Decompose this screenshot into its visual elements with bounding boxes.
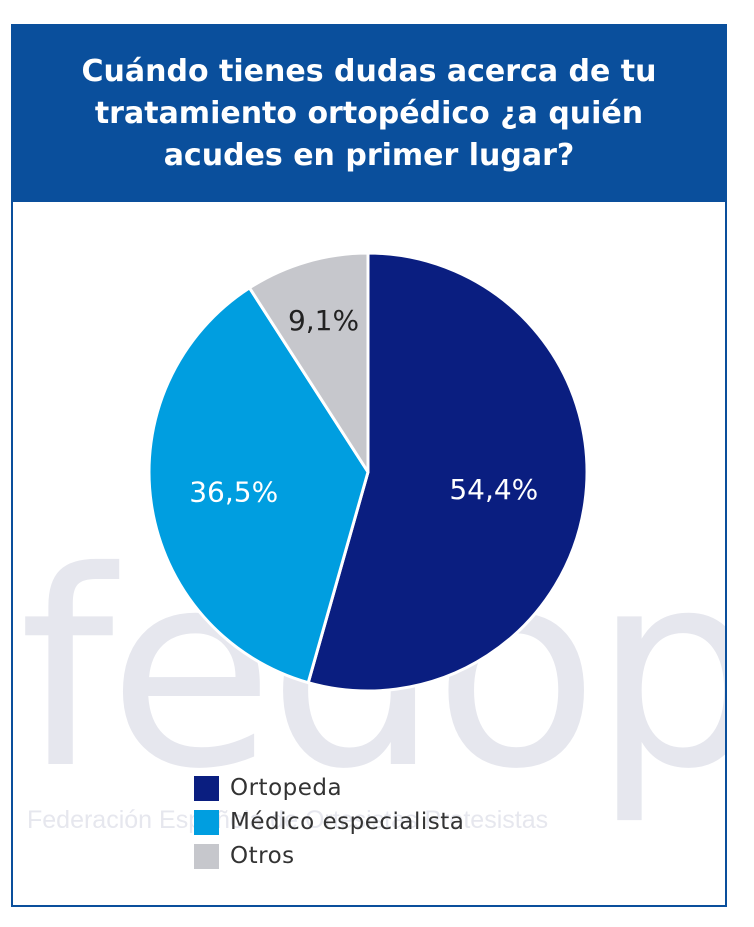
legend-label: Médico especialista xyxy=(230,809,465,835)
slice-label-ortopeda: 54,4% xyxy=(449,473,538,506)
legend-item-medico-especialista: Médico especialista xyxy=(194,805,464,839)
slice-label-otros: 9,1% xyxy=(288,304,359,337)
legend-label: Otros xyxy=(230,843,295,869)
legend: Ortopeda Médico especialista Otros xyxy=(194,771,464,873)
chart-title: Cuándo tienes dudas acerca de tu tratami… xyxy=(81,54,657,173)
legend-item-otros: Otros xyxy=(194,839,464,873)
slice-label-medico-especialista: 36,5% xyxy=(189,475,278,508)
chart-header: Cuándo tienes dudas acerca de tu tratami… xyxy=(13,26,725,202)
legend-swatch xyxy=(194,775,219,801)
pie-chart: 54,4% 36,5% 9,1% xyxy=(147,251,589,693)
legend-label: Ortopeda xyxy=(230,775,343,801)
legend-swatch xyxy=(194,843,219,869)
slice-otros xyxy=(247,251,370,474)
slice-medico-especialista xyxy=(147,286,370,685)
legend-item-ortopeda: Ortopeda xyxy=(194,771,464,805)
slice-ortopeda xyxy=(306,251,589,693)
legend-swatch xyxy=(194,809,219,835)
chart-frame: fedop Federación Española de Ortesistas … xyxy=(11,24,727,907)
